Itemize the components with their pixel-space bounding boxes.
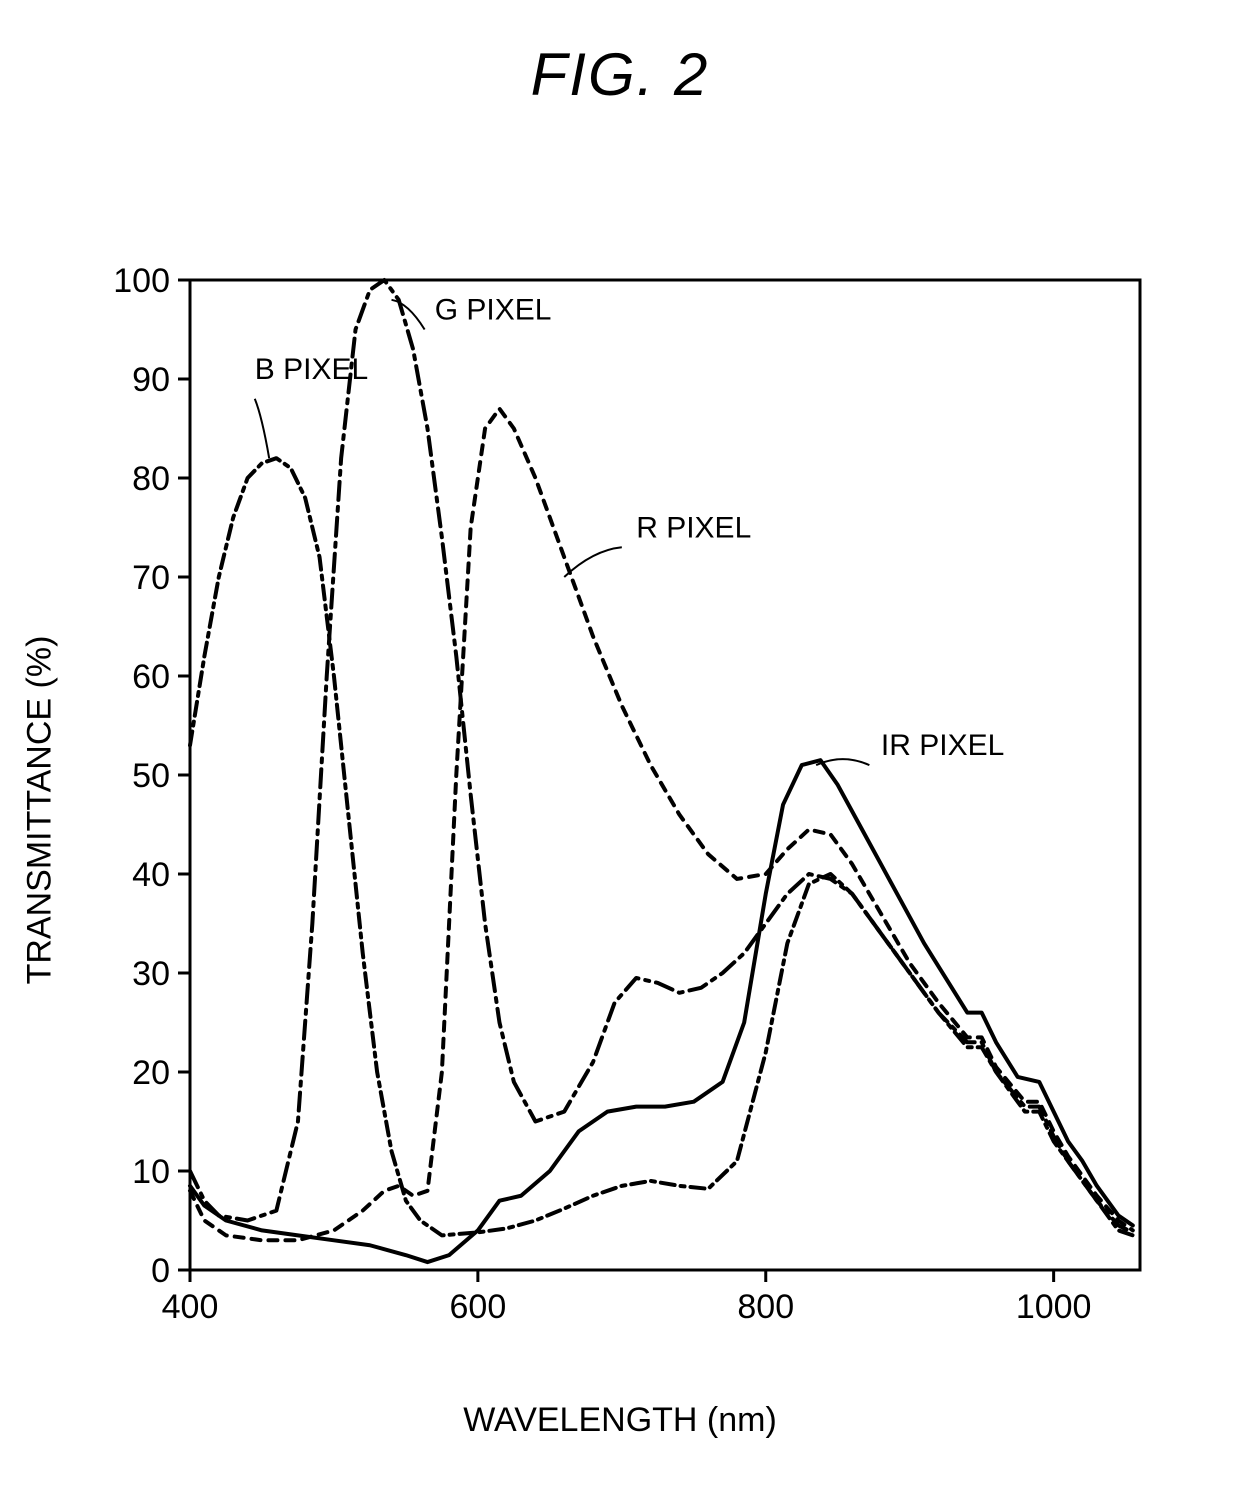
transmittance-chart: 0 10 20 30 40 50 60 70 80 90 100 400 600 800 1000 B PIX… xyxy=(80,260,1160,1360)
x-tick-label: 1000 xyxy=(1016,1288,1092,1326)
b-pixel-label: B PIXEL xyxy=(255,353,368,386)
g-label-leader xyxy=(392,300,425,330)
b-pixel-series xyxy=(190,458,1133,1235)
y-tick-label: 30 xyxy=(132,955,170,993)
chart-container: 0 10 20 30 40 50 60 70 80 90 100 400 600 800 1000 B PIX… xyxy=(80,260,1160,1360)
figure-title: FIG. 2 xyxy=(0,40,1240,109)
y-tick-label: 100 xyxy=(113,262,170,300)
g-pixel-label: G PIXEL xyxy=(435,294,552,327)
x-axis-label: WAVELENGTH (nm) xyxy=(463,1401,777,1440)
x-tick-label: 800 xyxy=(737,1288,794,1326)
y-tick-label: 10 xyxy=(132,1153,170,1191)
r-pixel-label: R PIXEL xyxy=(636,511,751,544)
page: FIG. 2 0 10 20 30 40 50 60 70 80 90 100 400 600 800 10… xyxy=(0,0,1240,1507)
r-label-leader xyxy=(564,547,622,577)
b-label-leader xyxy=(255,399,269,458)
ir-pixel-label: IR PIXEL xyxy=(881,729,1004,762)
x-tick-label: 400 xyxy=(162,1288,219,1326)
y-tick-label: 0 xyxy=(151,1252,170,1290)
y-tick-label: 80 xyxy=(132,460,170,498)
y-tick-label: 20 xyxy=(132,1054,170,1092)
y-tick-label: 60 xyxy=(132,658,170,696)
y-tick-label: 90 xyxy=(132,361,170,399)
x-tick-label: 600 xyxy=(450,1288,507,1326)
plot-border xyxy=(190,280,1140,1270)
ir-pixel-series xyxy=(190,760,1133,1262)
y-tick-label: 50 xyxy=(132,757,170,795)
y-axis-label: TRANSMITTANCE (%) xyxy=(21,636,60,985)
y-tick-label: 40 xyxy=(132,856,170,894)
y-tick-label: 70 xyxy=(132,559,170,597)
